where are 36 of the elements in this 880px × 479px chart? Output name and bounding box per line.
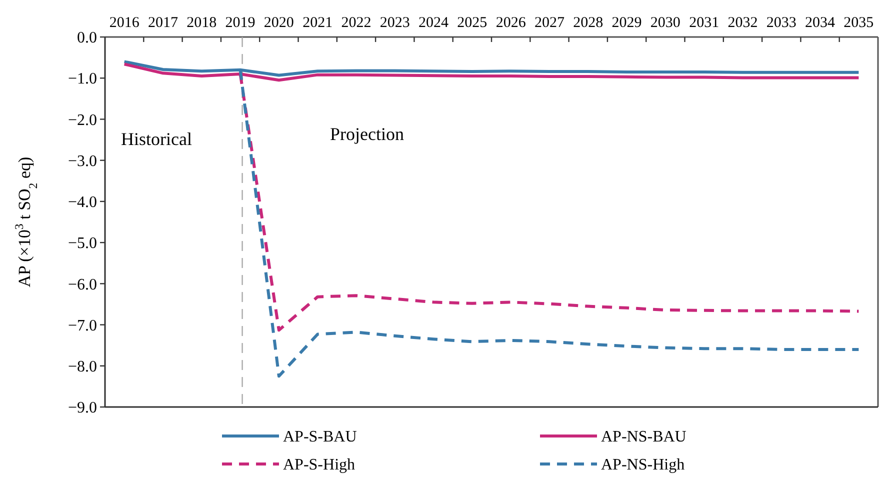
- x-tick-label: 2029: [612, 15, 642, 31]
- x-tick-label: 2023: [380, 15, 410, 31]
- x-tick-label: 2028: [573, 15, 604, 31]
- y-tick-label: −3.0: [68, 152, 97, 170]
- y-tick-label: −1.0: [68, 70, 97, 88]
- x-tick-label: 2018: [186, 15, 217, 31]
- annotation: Historical: [121, 129, 192, 149]
- x-tick-label: 2026: [496, 15, 526, 31]
- x-tick-label: 2030: [650, 15, 680, 31]
- legend-label: AP-NS-BAU: [601, 428, 687, 446]
- y-tick-label: −2.0: [68, 112, 97, 129]
- x-tick-label: 2035: [844, 15, 874, 31]
- legend-label: AP-S-High: [283, 456, 356, 474]
- x-tick-label: 2017: [148, 15, 178, 31]
- x-tick-label: 2031: [689, 15, 720, 31]
- x-tick-label: 2025: [457, 15, 488, 31]
- y-tick-label: −8.0: [68, 358, 97, 376]
- x-tick-label: 2021: [302, 15, 333, 31]
- y-tick-label: 0.0: [77, 30, 97, 47]
- y-tick-label: −9.0: [68, 400, 97, 417]
- x-tick-label: 2020: [264, 15, 294, 31]
- y-tick-label: −5.0: [68, 235, 97, 252]
- x-tick-label: 2027: [534, 15, 565, 31]
- annotation: Projection: [330, 124, 404, 144]
- y-tick-label: −6.0: [68, 276, 97, 294]
- x-tick-label: 2024: [418, 15, 450, 31]
- legend-label: AP-S-BAU: [283, 428, 358, 446]
- y-tick-label: −7.0: [68, 317, 97, 334]
- legend-label: AP-NS-High: [601, 456, 685, 474]
- x-tick-label: 2016: [109, 15, 140, 31]
- x-tick-label: 2022: [341, 15, 372, 31]
- y-tick-label: −4.0: [68, 194, 97, 212]
- x-tick-label: 2019: [225, 15, 256, 31]
- x-tick-label: 2034: [805, 15, 836, 31]
- x-tick-label: 2032: [728, 15, 758, 31]
- x-tick-label: 2033: [766, 15, 796, 31]
